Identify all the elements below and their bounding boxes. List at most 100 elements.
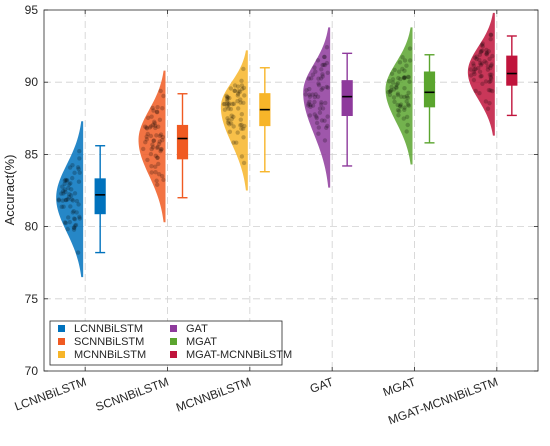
scatter-point-GAT	[324, 44, 330, 50]
scatter-point-SCNNBiLSTM	[154, 109, 160, 115]
scatter-point-MGAT-MCNNBiLSTM	[484, 47, 489, 53]
scatter-point-MGAT	[407, 79, 412, 84]
scatter-point-LCNNBiLSTM	[62, 181, 67, 187]
scatter-point-GAT	[325, 85, 331, 90]
scatter-point-MGAT-MCNNBiLSTM	[483, 79, 489, 84]
scatter-point-GAT	[324, 84, 329, 90]
scatter-point-MGAT	[402, 68, 407, 73]
scatter-point-LCNNBiLSTM	[72, 216, 78, 222]
scatter-point-MGAT	[387, 79, 392, 84]
scatter-point-GAT	[323, 100, 328, 106]
scatter-point-MGAT-MCNNBiLSTM	[478, 62, 484, 68]
scatter-point-SCNNBiLSTM	[149, 146, 154, 152]
violin-layer	[56, 12, 495, 278]
scatter-point-LCNNBiLSTM	[60, 184, 65, 189]
scatter-point-MGAT-MCNNBiLSTM	[479, 73, 484, 79]
scatter-point-MCNNBiLSTM	[237, 89, 243, 94]
violin-MGAT	[385, 27, 413, 165]
scatter-point-GAT	[315, 58, 321, 63]
scatter-point-MGAT-MCNNBiLSTM	[485, 67, 491, 72]
scatter-point-LCNNBiLSTM	[64, 178, 69, 183]
scatter-point-LCNNBiLSTM	[77, 156, 82, 161]
grid-layer	[44, 10, 538, 371]
scatter-point-MCNNBiLSTM	[225, 95, 230, 100]
scatter-point-MGAT-MCNNBiLSTM	[488, 63, 494, 69]
scatter-point-MCNNBiLSTM	[222, 101, 227, 107]
scatter-point-GAT	[320, 106, 326, 111]
scatter-point-LCNNBiLSTM	[67, 219, 73, 225]
scatter-point-GAT	[307, 99, 312, 104]
scatter-point-SCNNBiLSTM	[149, 170, 154, 175]
scatter-point-LCNNBiLSTM	[62, 187, 68, 192]
scatter-point-MCNNBiLSTM	[235, 93, 241, 98]
scatter-point-GAT	[324, 125, 329, 131]
scatter-point-MGAT-MCNNBiLSTM	[468, 73, 474, 78]
scatter-point-MGAT	[405, 74, 411, 80]
violin-LCNNBiLSTM	[56, 121, 84, 278]
scatter-point-SCNNBiLSTM	[143, 140, 148, 145]
scatter-point-SCNNBiLSTM	[158, 132, 164, 137]
y-tick-label: 80	[25, 220, 39, 234]
scatter-point-SCNNBiLSTM	[154, 178, 159, 183]
scatter-point-GAT	[322, 62, 328, 68]
scatter-point-MGAT-MCNNBiLSTM	[488, 74, 493, 80]
scatter-point-LCNNBiLSTM	[71, 216, 77, 221]
scatter-point-LCNNBiLSTM	[70, 162, 75, 168]
scatter-point-SCNNBiLSTM	[148, 133, 154, 139]
scatter-point-SCNNBiLSTM	[153, 153, 158, 158]
scatter-point-LCNNBiLSTM	[60, 188, 66, 194]
scatter-point-MCNNBiLSTM	[241, 100, 246, 106]
scatter-point-MGAT	[402, 86, 407, 91]
scatter-point-LCNNBiLSTM	[77, 149, 82, 154]
legend-label-MCNNBiLSTM: MCNNBiLSTM	[74, 349, 146, 361]
scatter-point-MCNNBiLSTM	[227, 129, 233, 134]
scatter-point-GAT	[312, 99, 317, 105]
scatter-point-SCNNBiLSTM	[145, 131, 151, 137]
scatter-point-MGAT	[395, 108, 401, 113]
legend-label-SCNNBiLSTM: SCNNBiLSTM	[74, 336, 144, 348]
scatter-point-MCNNBiLSTM	[232, 88, 238, 93]
scatter-point-MGAT-MCNNBiLSTM	[474, 54, 479, 59]
scatter-point-SCNNBiLSTM	[157, 133, 163, 139]
scatter-point-MGAT-MCNNBiLSTM	[488, 36, 493, 42]
scatter-point-MGAT	[394, 84, 399, 90]
scatter-point-MGAT-MCNNBiLSTM	[468, 67, 473, 72]
scatter-point-SCNNBiLSTM	[153, 125, 158, 131]
scatter-point-GAT	[306, 76, 311, 81]
scatter-point-MGAT-MCNNBiLSTM	[482, 59, 487, 64]
scatter-point-MCNNBiLSTM	[225, 101, 230, 106]
scatter-point-SCNNBiLSTM	[150, 122, 156, 128]
scatter-point-LCNNBiLSTM	[76, 179, 82, 184]
x-tick-label: GAT	[308, 374, 336, 396]
scatter-point-MGAT-MCNNBiLSTM	[484, 60, 489, 65]
scatter-point-MCNNBiLSTM	[242, 93, 247, 98]
scatter-point-MGAT	[408, 58, 413, 63]
scatter-point-GAT	[322, 54, 327, 60]
legend-swatch-SCNNBiLSTM	[58, 338, 65, 345]
scatter-point-GAT	[306, 103, 311, 108]
scatter-point-SCNNBiLSTM	[156, 161, 161, 167]
scatter-point-MCNNBiLSTM	[239, 112, 245, 117]
scatter-point-LCNNBiLSTM	[71, 227, 77, 232]
scatter-point-LCNNBiLSTM	[72, 170, 77, 176]
scatter-point-MCNNBiLSTM	[242, 123, 247, 129]
scatter-point-MCNNBiLSTM	[241, 135, 246, 140]
scatter-point-MCNNBiLSTM	[227, 95, 232, 101]
scatter-point-MGAT	[402, 75, 407, 80]
scatter-point-MCNNBiLSTM	[235, 91, 241, 96]
scatter-point-GAT	[307, 113, 313, 118]
scatter-point-MGAT	[397, 60, 403, 65]
box-SCNNBiLSTM	[176, 124, 189, 160]
scatter-point-GAT	[314, 120, 320, 126]
scatter-point-MCNNBiLSTM	[236, 88, 241, 94]
scatter-point-MGAT	[402, 107, 407, 113]
scatter-point-GAT	[308, 104, 313, 110]
scatter-point-SCNNBiLSTM	[160, 137, 165, 143]
scatter-point-LCNNBiLSTM	[77, 216, 82, 221]
scatter-point-MGAT	[390, 80, 396, 85]
scatter-point-GAT	[312, 65, 317, 70]
scatter-point-LCNNBiLSTM	[70, 175, 75, 181]
scatter-point-MCNNBiLSTM	[229, 113, 234, 118]
legend-label-GAT: GAT	[186, 323, 208, 335]
